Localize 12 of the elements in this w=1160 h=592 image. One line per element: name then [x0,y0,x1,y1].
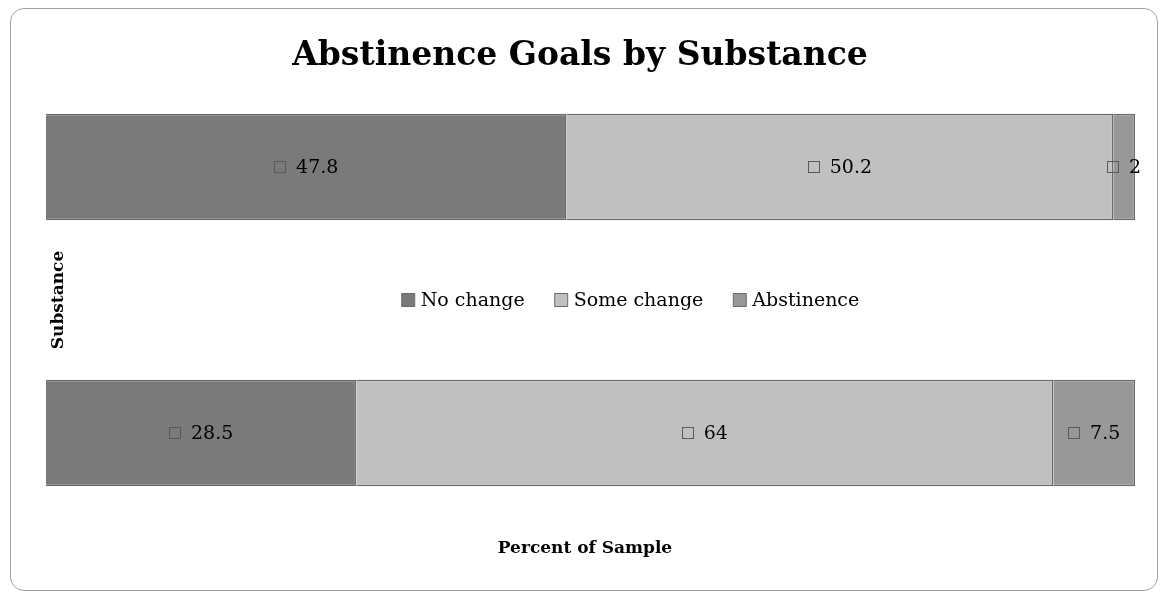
legend-label: No change [420,287,525,310]
data-label: 64 [703,420,728,443]
data-label: 28.5 [191,420,234,443]
y-axis-title: Substance [47,250,67,350]
x-axis-title: Percent of Sample [496,537,674,557]
data-label: 47.8 [296,154,339,177]
data-label: 50.2 [829,154,873,177]
legend-label: Abstinence [751,287,860,310]
data-label: 7.5 [1090,420,1121,443]
legend-label: Some change [573,287,704,310]
data-label: 2 [1129,154,1142,177]
chart-title: Abstinence Goals by Substance [291,34,869,73]
